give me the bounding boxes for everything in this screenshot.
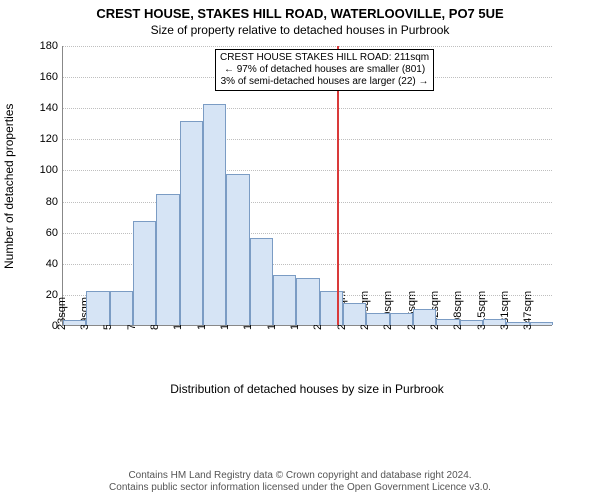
histogram-bar bbox=[530, 322, 553, 325]
histogram-bar bbox=[86, 291, 109, 325]
y-tick-label: 180 bbox=[40, 40, 58, 52]
chart-container: CREST HOUSE, STAKES HILL ROAD, WATERLOOV… bbox=[0, 0, 600, 500]
annotation-line-2: ← 97% of detached houses are smaller (80… bbox=[220, 64, 429, 76]
y-ticks: 020406080100120140160180 bbox=[18, 46, 62, 326]
histogram-bar bbox=[156, 194, 179, 325]
histogram-bar bbox=[250, 238, 273, 325]
x-tick-label: 23sqm bbox=[56, 297, 68, 330]
y-tick-label: 160 bbox=[40, 71, 58, 83]
annotation-line-1: CREST HOUSE STAKES HILL ROAD: 211sqm bbox=[220, 52, 429, 64]
histogram-bar bbox=[203, 104, 226, 325]
credits-line-1: Contains HM Land Registry data © Crown c… bbox=[0, 470, 600, 482]
grid-line bbox=[63, 139, 552, 140]
histogram-bar bbox=[413, 309, 436, 325]
histogram-bar bbox=[226, 174, 249, 325]
y-tick-label: 140 bbox=[40, 102, 58, 114]
grid-line bbox=[63, 46, 552, 47]
histogram-bar bbox=[296, 278, 319, 325]
histogram-bar bbox=[436, 319, 459, 325]
grid-line bbox=[63, 202, 552, 203]
y-tick-label: 100 bbox=[40, 164, 58, 176]
credits: Contains HM Land Registry data © Crown c… bbox=[0, 470, 600, 494]
grid-line bbox=[63, 170, 552, 171]
y-tick-label: 80 bbox=[46, 196, 58, 208]
y-tick-label: 120 bbox=[40, 133, 58, 145]
histogram-bar bbox=[460, 320, 483, 325]
grid-line bbox=[63, 108, 552, 109]
x-axis-label: Distribution of detached houses by size … bbox=[62, 382, 552, 396]
y-tick-label: 60 bbox=[46, 227, 58, 239]
histogram-bar bbox=[133, 221, 156, 325]
plot-area: CREST HOUSE STAKES HILL ROAD: 211sqm ← 9… bbox=[62, 46, 552, 326]
histogram-bar bbox=[273, 275, 296, 325]
y-tick-label: 40 bbox=[46, 258, 58, 270]
histogram-bar bbox=[390, 313, 413, 325]
credits-line-2: Contains public sector information licen… bbox=[0, 482, 600, 494]
annotation-line-3: 3% of semi-detached houses are larger (2… bbox=[220, 76, 429, 88]
histogram-bar bbox=[63, 320, 86, 325]
chart-wrap: Number of detached properties 0204060801… bbox=[0, 46, 552, 326]
x-ticks: 23sqm39sqm55sqm72sqm88sqm104sqm120sqm136… bbox=[62, 326, 552, 386]
histogram-bar bbox=[320, 291, 343, 325]
histogram-bar bbox=[483, 319, 506, 325]
histogram-bar bbox=[110, 291, 133, 325]
histogram-bar bbox=[180, 121, 203, 325]
histogram-bar bbox=[366, 313, 389, 325]
histogram-bar bbox=[506, 322, 529, 325]
annotation-box: CREST HOUSE STAKES HILL ROAD: 211sqm ← 9… bbox=[215, 49, 434, 91]
y-axis-label: Number of detached properties bbox=[0, 46, 18, 326]
chart-title: CREST HOUSE, STAKES HILL ROAD, WATERLOOV… bbox=[0, 0, 600, 21]
chart-subtitle: Size of property relative to detached ho… bbox=[0, 23, 600, 37]
histogram-bar bbox=[343, 303, 366, 325]
